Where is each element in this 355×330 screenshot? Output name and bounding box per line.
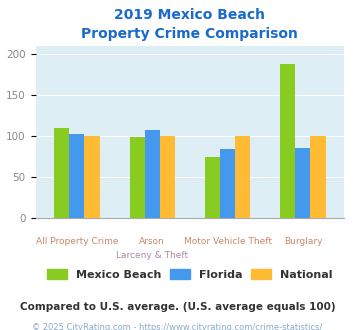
- Bar: [130, 137, 145, 218]
- Bar: [311, 136, 326, 218]
- Bar: [280, 64, 295, 218]
- Bar: [235, 136, 250, 218]
- Text: Larceny & Theft: Larceny & Theft: [116, 251, 188, 260]
- Text: Burglary: Burglary: [284, 237, 322, 246]
- Text: All Property Crime: All Property Crime: [36, 237, 118, 246]
- Bar: [84, 136, 99, 218]
- Text: Compared to U.S. average. (U.S. average equals 100): Compared to U.S. average. (U.S. average …: [20, 302, 335, 312]
- Bar: [220, 149, 235, 218]
- Legend: Mexico Beach, Florida, National: Mexico Beach, Florida, National: [43, 265, 337, 284]
- Text: Arson: Arson: [140, 237, 165, 246]
- Bar: [205, 157, 220, 218]
- Bar: [160, 136, 175, 218]
- Bar: [54, 128, 69, 218]
- Bar: [145, 130, 160, 218]
- Title: 2019 Mexico Beach
Property Crime Comparison: 2019 Mexico Beach Property Crime Compari…: [82, 9, 298, 41]
- Text: Motor Vehicle Theft: Motor Vehicle Theft: [184, 237, 272, 246]
- Text: © 2025 CityRating.com - https://www.cityrating.com/crime-statistics/: © 2025 CityRating.com - https://www.city…: [32, 323, 323, 330]
- Bar: [295, 148, 311, 218]
- Bar: [69, 134, 84, 218]
